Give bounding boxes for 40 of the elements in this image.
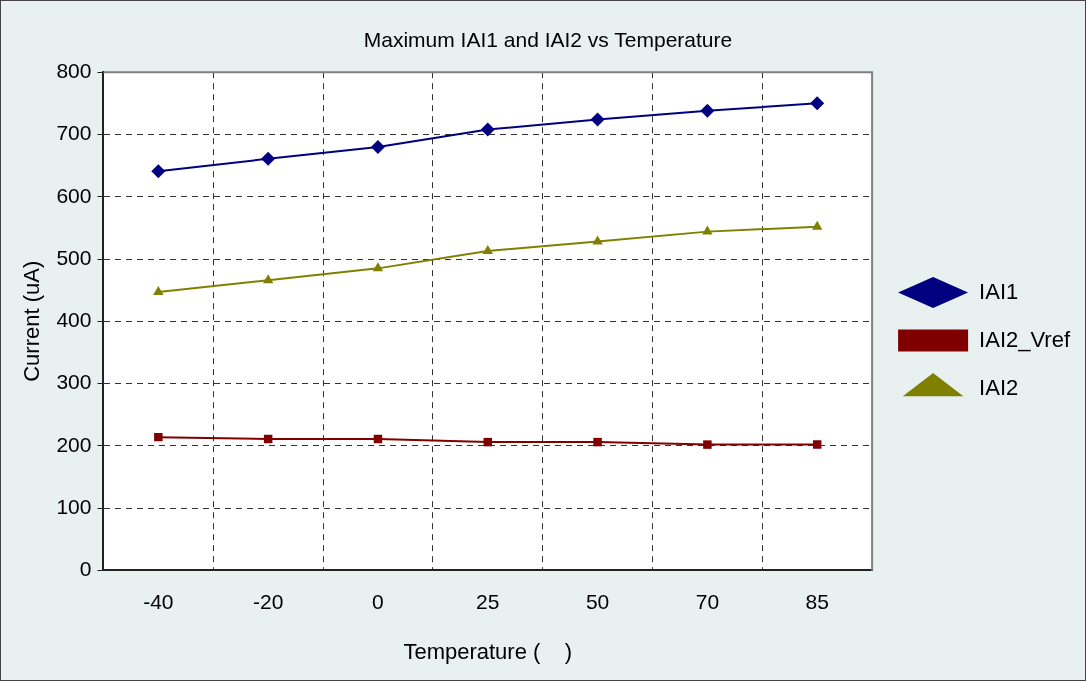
legend-label: IAI1: [979, 278, 1019, 304]
point: [151, 164, 166, 179]
y-axis-title: Current (uA): [19, 260, 45, 382]
point: [700, 103, 715, 118]
point: [480, 122, 495, 137]
point: [812, 440, 822, 449]
point: [592, 235, 603, 245]
x-tick-label: -40: [143, 589, 174, 613]
y-tick-label: 400: [56, 308, 92, 332]
y-tick-label: 300: [56, 370, 92, 394]
x-tick-label: 70: [695, 589, 720, 613]
point: [153, 286, 164, 296]
point: [262, 274, 274, 284]
point: [812, 220, 823, 230]
x-axis-title: Temperature ( ): [403, 638, 573, 664]
point: [482, 244, 493, 254]
y-tick-label: 700: [56, 121, 92, 145]
x-tick-label: 0: [372, 589, 384, 613]
x-tick-label: 50: [585, 589, 610, 613]
y-tick-label: 800: [56, 59, 92, 82]
y-tick-label: 600: [56, 183, 92, 207]
point: [810, 96, 825, 111]
point: [593, 437, 602, 447]
y-tick-label: 200: [56, 432, 92, 456]
x-tick-label: 25: [476, 589, 500, 613]
point: [154, 432, 163, 442]
y-tick-label: 0: [79, 557, 92, 581]
point: [261, 151, 276, 166]
x-tick-label: 85: [805, 589, 829, 613]
point: [590, 112, 605, 127]
legend-label: IAI2: [979, 374, 1019, 400]
legend-label: IAI2_Vref: [979, 326, 1071, 352]
chart-title: Maximum IAI1 and IAI2 vs Temperature: [363, 28, 733, 52]
point: [702, 225, 713, 235]
x-tick-label: -20: [252, 589, 284, 613]
y-tick-label: 500: [56, 245, 92, 269]
y-tick-label: 100: [56, 494, 92, 518]
point: [370, 139, 385, 154]
point: [372, 262, 384, 272]
point: [703, 440, 712, 449]
